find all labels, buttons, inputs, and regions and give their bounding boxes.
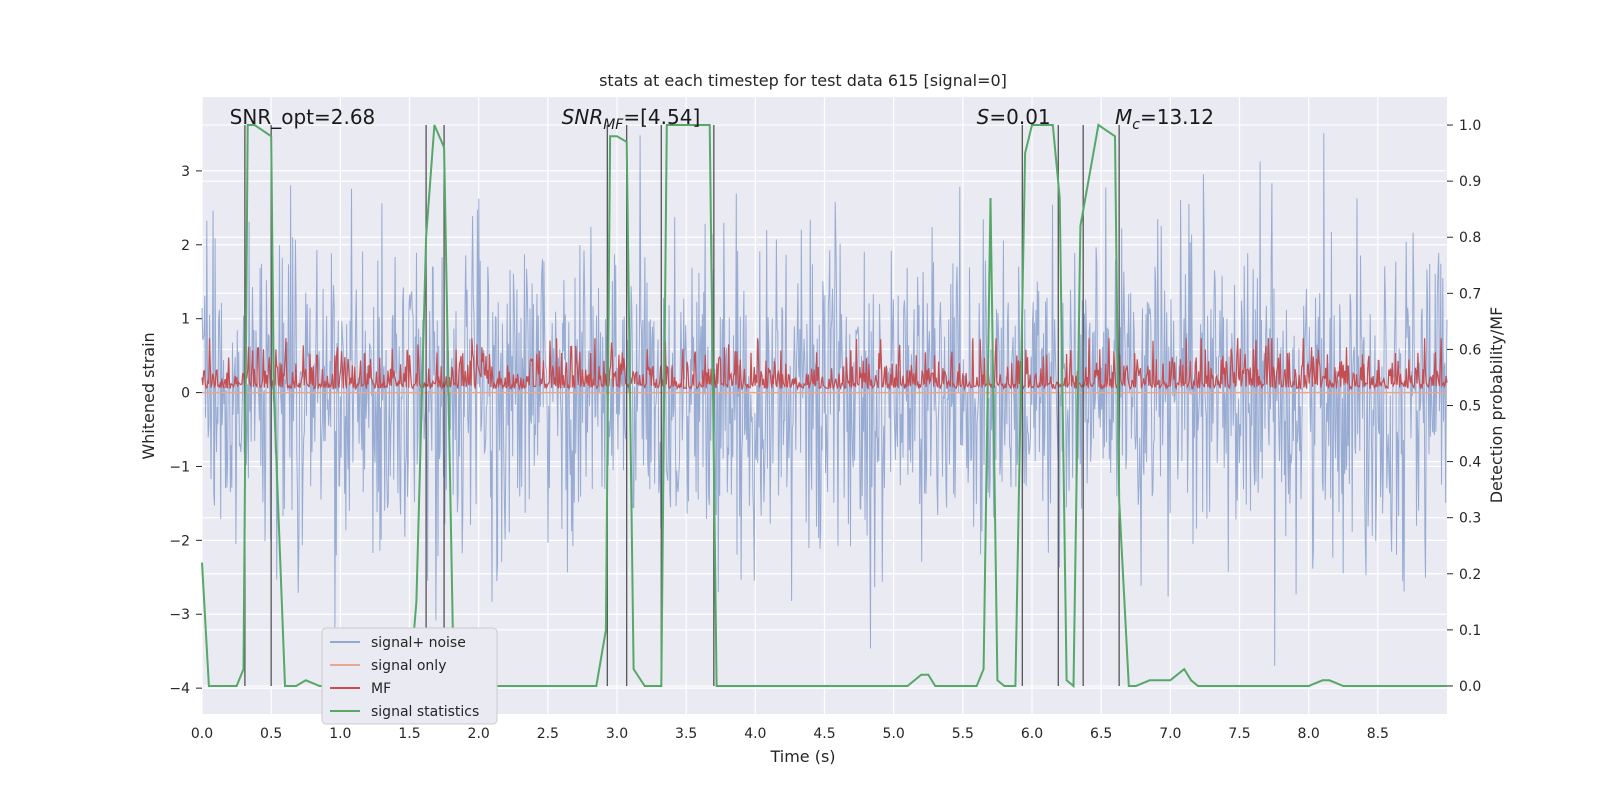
- x-tick-label: 0.0: [191, 726, 213, 742]
- x-tick-label: 8.5: [1367, 726, 1389, 742]
- legend-label-signal-only: signal only: [371, 658, 446, 674]
- y-tick-label: −2: [169, 533, 190, 549]
- y-right-tick-label: 0.3: [1459, 511, 1481, 527]
- y-right-axis-ticks: 0.0 0.1 0.2 0.3 0.4 0.5 0.6 0.7 0.8 0.9 1.0: [1447, 118, 1481, 695]
- y-tick-label: 3: [181, 164, 190, 180]
- x-axis-label: Time (s): [769, 747, 835, 766]
- x-tick-label: 5.5: [952, 726, 974, 742]
- x-axis-ticks: 0.0 0.5 1.0 1.5 2.0 2.5 3.0 3.5 4.0 4.5 5.0 5.5 6.0 6…: [191, 726, 1389, 742]
- x-tick-label: 1.5: [398, 726, 420, 742]
- x-tick-label: 2.5: [537, 726, 559, 742]
- x-tick-label: 4.0: [744, 726, 766, 742]
- x-tick-label: 6.5: [1090, 726, 1112, 742]
- x-tick-label: 7.0: [1159, 726, 1181, 742]
- x-tick-label: 5.0: [883, 726, 905, 742]
- chart-title: stats at each timestep for test data 615…: [599, 71, 1007, 90]
- mc-annotation: Mc=13.12: [1115, 105, 1214, 133]
- legend-label-signal-statistics: signal statistics: [371, 704, 479, 720]
- y-right-tick-label: 0.0: [1459, 679, 1481, 695]
- y-tick-label: 1: [181, 312, 190, 328]
- y-right-tick-label: 0.8: [1459, 230, 1481, 246]
- y-right-tick-label: 0.1: [1459, 623, 1481, 639]
- snr-opt-annotation: SNR_opt=2.68: [230, 105, 376, 129]
- y-right-tick-label: 0.4: [1459, 455, 1481, 471]
- y-right-axis-label: Detection probability/MF: [1487, 307, 1506, 504]
- legend-label-signal-noise: signal+ noise: [371, 635, 466, 651]
- y-tick-label: −4: [169, 681, 190, 697]
- y-right-tick-label: 0.7: [1459, 286, 1481, 302]
- annotations: SNR_opt=2.68 SNRMF=[4.54] S=0.01 Mc=13.12: [230, 105, 1214, 133]
- y-tick-label: 0: [181, 386, 190, 402]
- y-tick-label: −3: [169, 607, 190, 623]
- y-axis-label: Whitened strain: [139, 332, 158, 459]
- series-mf-line: [201, 338, 1448, 391]
- s-annotation: S=0.01: [977, 105, 1051, 129]
- legend-frame: [321, 627, 498, 725]
- y-axis-ticks: −4 −3 −2 −1 0 1 2 3: [169, 164, 202, 697]
- legend-label-mf: MF: [371, 681, 391, 697]
- series-mf: [201, 338, 1448, 391]
- x-tick-label: 4.5: [813, 726, 835, 742]
- y-tick-label: −1: [169, 459, 190, 475]
- snr-mf-annotation: SNRMF=[4.54]: [562, 105, 701, 133]
- y-right-tick-label: 1.0: [1459, 118, 1481, 134]
- y-tick-label: 2: [181, 238, 190, 254]
- x-tick-label: 6.0: [1021, 726, 1043, 742]
- series-signal-statistics: [201, 123, 1447, 689]
- series-signal-noise: [201, 133, 1448, 667]
- x-tick-label: 3.0: [606, 726, 628, 742]
- x-tick-label: 0.5: [260, 726, 282, 742]
- y-right-tick-label: 0.5: [1459, 399, 1481, 415]
- series-signal-statistics-line: [201, 123, 1447, 689]
- y-right-tick-label: 0.9: [1459, 174, 1481, 190]
- x-tick-label: 8.0: [1298, 726, 1320, 742]
- x-tick-label: 1.0: [329, 726, 351, 742]
- x-tick-label: 2.0: [468, 726, 490, 742]
- series-signal-noise-line: [201, 133, 1448, 667]
- y-right-tick-label: 0.6: [1459, 342, 1481, 358]
- x-tick-label: 3.5: [675, 726, 697, 742]
- x-tick-label: 7.5: [1228, 726, 1250, 742]
- legend: signal+ noise signal only MF signal stat…: [321, 627, 498, 725]
- y-right-tick-label: 0.2: [1459, 567, 1481, 583]
